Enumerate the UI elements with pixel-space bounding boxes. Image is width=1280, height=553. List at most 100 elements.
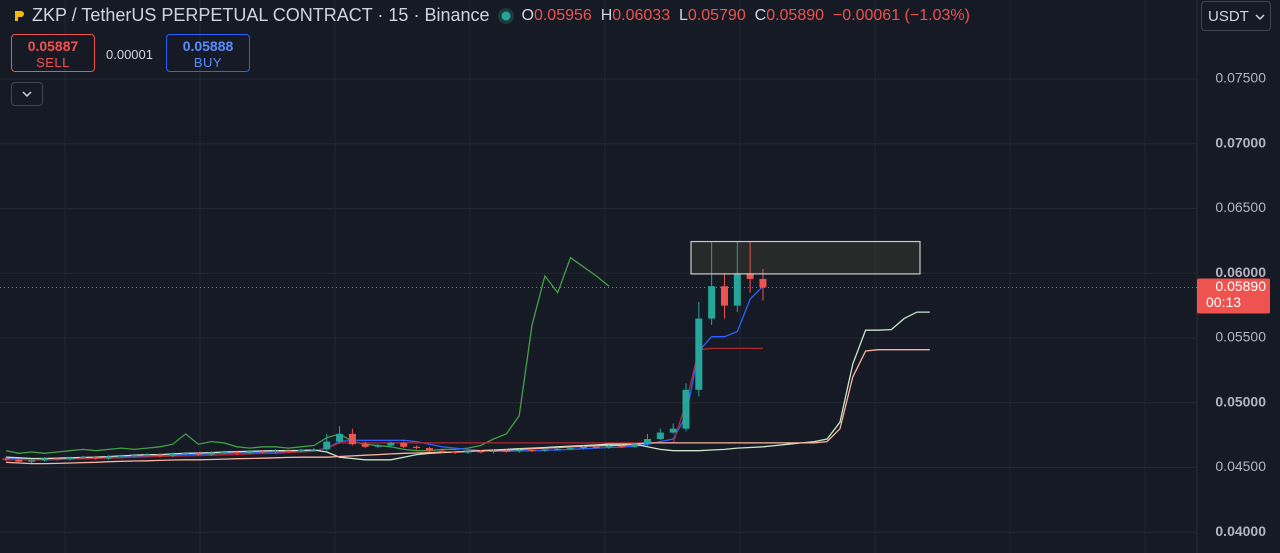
candle-body (361, 444, 369, 447)
ohlc-label: H (600, 6, 613, 24)
last-price-box (1197, 278, 1270, 314)
candle-body (284, 450, 292, 452)
candle-body (682, 389, 690, 429)
candle-body (554, 448, 562, 450)
candle-body (592, 446, 600, 448)
change: −0.00061 (−1.03%) (832, 6, 970, 24)
sell-price: 0.05887 (27, 38, 79, 54)
candle-body (413, 446, 421, 449)
sell-button[interactable]: 0.05887 SELL (11, 34, 95, 72)
candle-body (348, 433, 356, 445)
candle-body (502, 450, 510, 452)
candle-body (605, 446, 613, 448)
candle-body (567, 448, 575, 450)
status-dot (497, 7, 514, 24)
candle-body (669, 428, 677, 433)
candle-body (746, 273, 754, 279)
y-tick-label: 0.05000 (1215, 393, 1266, 409)
candle-body (695, 318, 703, 390)
candle-body (759, 278, 767, 288)
candle-body (631, 444, 639, 447)
candle-body (259, 451, 267, 453)
ohlc-value: 0.05790 (687, 6, 746, 24)
candle-body (464, 451, 472, 453)
indicator-line (5, 285, 764, 461)
candle-body (425, 448, 433, 451)
candle-body (374, 445, 382, 447)
ohlc-value: 0.05956 (533, 6, 592, 24)
y-tick-label: 0.05500 (1215, 329, 1266, 345)
collapse-button[interactable] (11, 82, 43, 106)
y-tick-label: 0.04000 (1215, 523, 1266, 539)
ohlc-label: L (678, 6, 688, 24)
ohlc-value: 0.06033 (612, 6, 671, 24)
y-tick-label: 0.06500 (1215, 199, 1266, 215)
candle-body (733, 273, 741, 306)
chevron (22, 91, 32, 98)
candle-body (105, 456, 113, 459)
candle-body (297, 450, 305, 452)
logo (15, 10, 24, 21)
sell-label: SELL (36, 55, 70, 70)
ohlc-label: C (754, 6, 767, 24)
candle-body (246, 451, 254, 454)
buy-button[interactable]: 0.05888 BUY (166, 34, 250, 72)
candle-body (2, 458, 10, 460)
candle-body (169, 453, 177, 456)
candle-body (53, 458, 61, 460)
y-tick-label: 0.04500 (1215, 458, 1266, 474)
candle-body (720, 286, 728, 306)
candle-body (117, 455, 125, 457)
indicator-line (5, 311, 930, 461)
candle-body (323, 441, 331, 450)
currency: USDT (1208, 8, 1249, 25)
candle-body (130, 455, 138, 457)
zone-box (690, 240, 921, 275)
candle-body (40, 458, 48, 461)
candle-body (515, 450, 523, 452)
candle-body (400, 442, 408, 447)
ohlc-label: O (521, 6, 534, 24)
candle-body (387, 442, 395, 446)
symbol-title: ZKP / TetherUS PERPETUAL CONTRACT · 15 ·… (32, 5, 490, 25)
countdown: 00:13 (1206, 294, 1241, 310)
candle-body (194, 453, 202, 455)
candle-body (477, 451, 485, 453)
candle-body (618, 446, 626, 448)
y-tick-label: 0.07500 (1215, 70, 1266, 86)
candle-body (656, 432, 664, 440)
candle-body (644, 439, 651, 445)
spread: 0.00001 (106, 47, 153, 62)
last-price-label: 0.05890 (1215, 278, 1266, 294)
buy-label: BUY (193, 55, 223, 70)
candle-body (528, 450, 536, 452)
candle-body (336, 433, 344, 442)
header: ZKP / TetherUS PERPETUAL CONTRACT · 15 ·… (12, 5, 970, 26)
candle-body (92, 457, 100, 459)
buy-price: 0.05888 (182, 38, 234, 54)
candle-body (15, 459, 23, 462)
y-tick-label: 0.06000 (1215, 264, 1266, 280)
candle-body (233, 451, 241, 454)
y-tick-label: 0.07000 (1215, 134, 1266, 150)
candle-body (220, 451, 228, 453)
candle-body (143, 454, 151, 456)
candle-body (438, 450, 446, 452)
candle-body (579, 446, 587, 449)
indicator-line (5, 349, 930, 465)
chevron (1255, 14, 1265, 21)
candle-body (156, 454, 164, 456)
candle-body (310, 449, 318, 451)
ohlc-value: 0.05890 (766, 6, 825, 24)
indicator-line (5, 256, 610, 454)
candle-body (207, 452, 215, 455)
ohlc: O0.05956 H0.06033 L0.05790 C0.05890 −0.0… (522, 7, 970, 25)
candle-body (79, 457, 87, 459)
indicator-line (6, 347, 763, 461)
candle-body (708, 286, 716, 319)
candle-body (271, 450, 279, 452)
currency-select[interactable]: USDT (1201, 1, 1271, 31)
candle-body (541, 449, 549, 451)
